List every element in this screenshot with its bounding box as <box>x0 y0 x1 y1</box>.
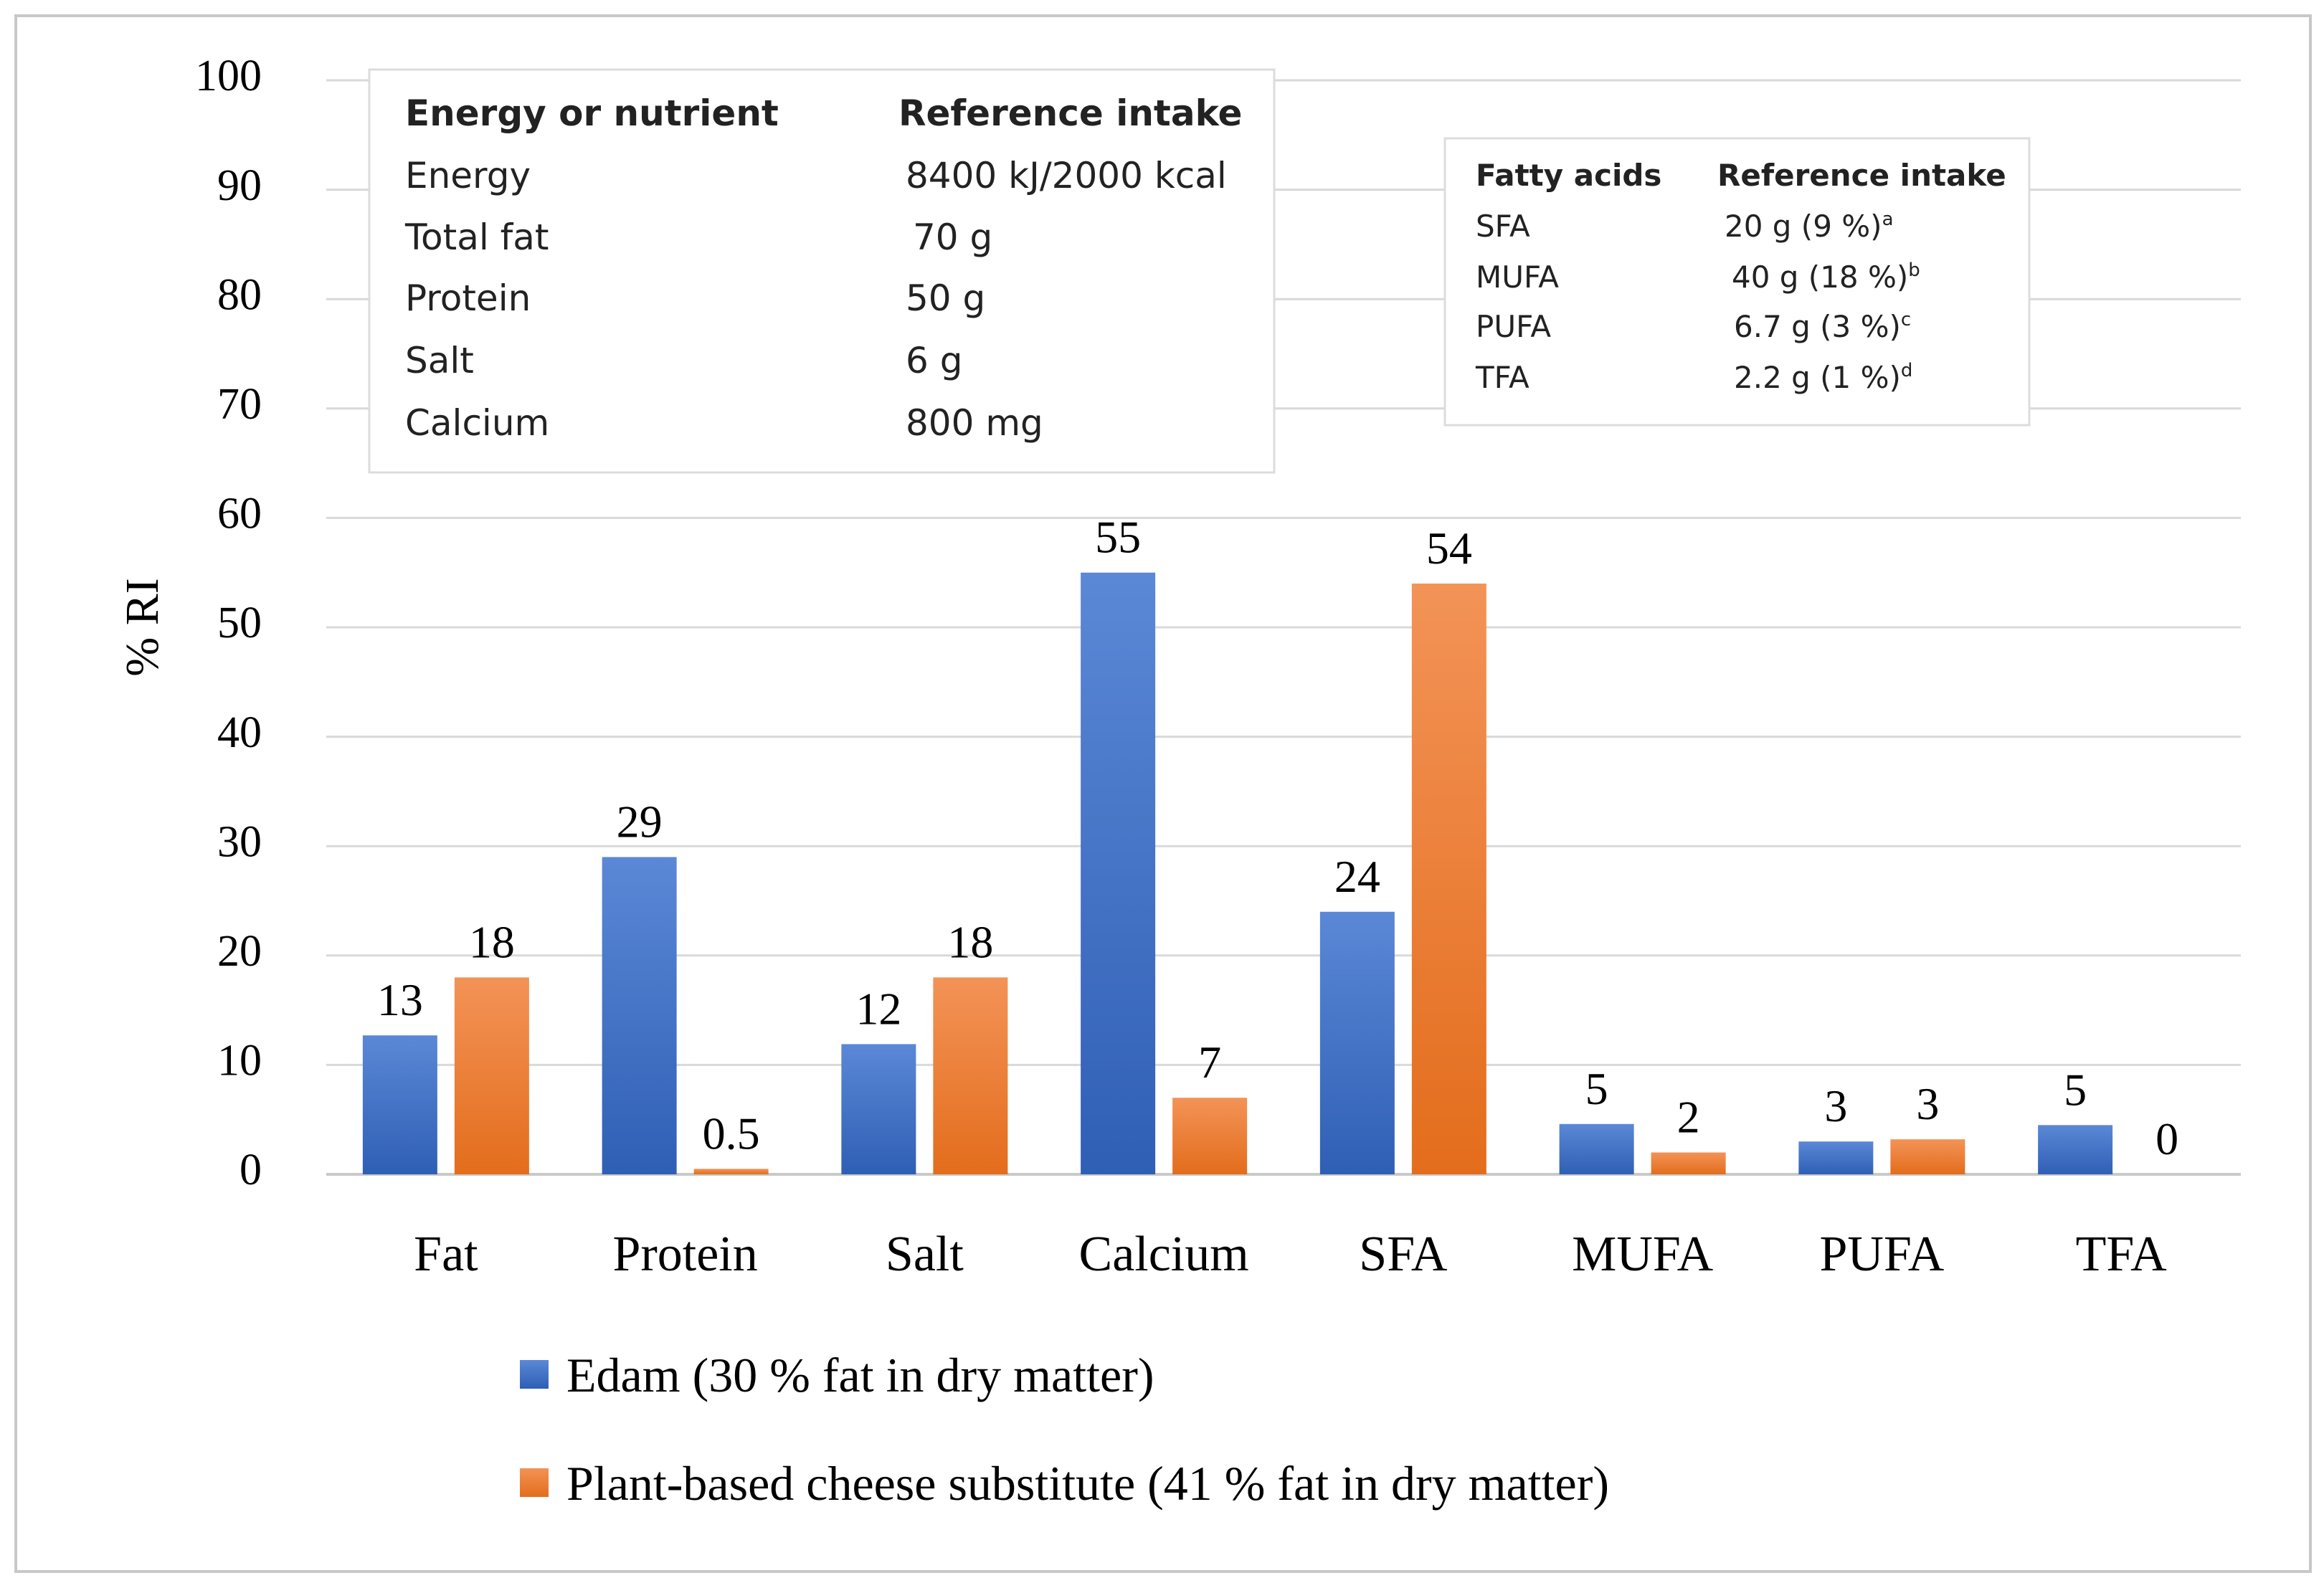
fatty-acid-row-sfa-value: 20 g (9 %)a <box>1725 209 1894 244</box>
bar-pufa-edam <box>1798 1141 1874 1174</box>
bar-sfa-plant-based <box>1411 583 1486 1174</box>
bar-salt-plant-based <box>933 977 1008 1174</box>
fatty-acid-row-mufa-name: MUFA <box>1476 260 1559 295</box>
nutrient-table-header-2: Reference intake <box>898 92 1242 134</box>
bar-pufa-plant-based <box>1890 1139 1965 1174</box>
fatty-acid-reference-table: Fatty acids Reference intake SFA 20 g (9… <box>1443 137 2031 427</box>
fatty-acid-row-pufa-value: 6.7 g (3 %)c <box>1734 309 1911 344</box>
nutrient-row-protein-value: 50 g <box>906 277 985 319</box>
nutrient-row-energy-value: 8400 kJ/2000 kcal <box>906 155 1227 196</box>
bar-fat-plant-based <box>454 977 529 1174</box>
legend-label-edam: Edam (30 % fat in dry matter) <box>566 1348 1154 1402</box>
data-labels: 13 18 29 0.5 12 18 55 7 24 54 5 2 3 3 5 0 <box>377 512 2178 1164</box>
category-label-fat: Fat <box>414 1227 478 1282</box>
nutrient-row-protein-name: Protein <box>405 277 531 319</box>
data-label-protein-plant-based: 0.5 <box>703 1108 760 1159</box>
category-label-protein: Protein <box>613 1227 758 1282</box>
fatty-acid-row-tfa-value: 2.2 g (1 %)d <box>1734 360 1912 395</box>
data-label-fat-plant-based: 18 <box>469 916 515 967</box>
fatty-acid-table-header-2: Reference intake <box>1717 158 2006 193</box>
category-labels: Fat Protein Salt Calcium SFA MUFA PUFA TFA <box>414 1227 2167 1282</box>
nutrient-row-calcium-value: 800 mg <box>906 402 1043 444</box>
data-label-mufa-plant-based: 2 <box>1677 1091 1700 1142</box>
bar-salt-edam <box>841 1044 916 1174</box>
bar-mufa-plant-based <box>1651 1152 1726 1174</box>
category-label-tfa: TFA <box>2076 1227 2167 1282</box>
legend-swatch-edam <box>520 1360 549 1389</box>
fatty-acid-row-tfa-name: TFA <box>1475 360 1529 395</box>
y-tick-30: 30 <box>217 817 262 866</box>
nutrient-row-fat-name: Total fat <box>404 217 549 258</box>
fatty-acid-table-box <box>1443 137 2031 427</box>
data-label-pufa-plant-based: 3 <box>1916 1078 1939 1129</box>
bar-calcium-plant-based <box>1172 1098 1248 1174</box>
nutrient-table-box <box>368 68 1276 474</box>
data-label-salt-edam: 12 <box>855 983 901 1034</box>
bar-protein-plant-based <box>693 1169 769 1174</box>
y-tick-60: 60 <box>217 490 262 538</box>
nutrient-row-salt-value: 6 g <box>906 340 962 381</box>
category-label-calcium: Calcium <box>1079 1227 1249 1282</box>
y-tick-80: 80 <box>217 270 262 319</box>
nutrient-reference-table: Energy or nutrient Reference intake Ener… <box>368 68 1276 474</box>
y-tick-50: 50 <box>217 599 262 647</box>
data-label-salt-plant-based: 18 <box>947 916 993 967</box>
bars <box>362 572 2113 1174</box>
data-label-fat-edam: 13 <box>377 974 423 1025</box>
nutrient-row-calcium-name: Calcium <box>405 402 549 444</box>
data-label-calcium-edam: 55 <box>1095 512 1141 563</box>
nutrient-row-salt-name: Salt <box>405 340 474 381</box>
data-label-sfa-plant-based: 54 <box>1426 523 1472 574</box>
nutrient-row-energy-name: Energy <box>405 155 531 196</box>
data-label-protein-edam: 29 <box>617 796 663 847</box>
y-tick-40: 40 <box>217 708 262 757</box>
y-tick-20: 20 <box>217 927 262 976</box>
y-tick-90: 90 <box>217 161 262 210</box>
data-label-tfa-edam: 5 <box>2064 1064 2087 1115</box>
legend-label-plant-based: Plant-based cheese substitute (41 % fat … <box>566 1456 1609 1511</box>
data-label-mufa-edam: 5 <box>1585 1063 1608 1114</box>
nutrient-row-fat-value: 70 g <box>913 217 992 258</box>
nutrient-table-header-1: Energy or nutrient <box>405 92 779 134</box>
legend: Edam (30 % fat in dry matter) Plant-base… <box>520 1348 1609 1511</box>
bar-tfa-edam <box>2038 1125 2113 1174</box>
legend-swatch-plant-based <box>520 1468 549 1497</box>
fatty-acid-row-pufa-name: PUFA <box>1476 309 1551 344</box>
bar-protein-edam <box>602 857 677 1174</box>
fatty-acid-row-sfa-name: SFA <box>1476 209 1530 244</box>
data-label-pufa-edam: 3 <box>1824 1080 1847 1131</box>
category-label-sfa: SFA <box>1359 1227 1448 1282</box>
category-label-mufa: MUFA <box>1572 1227 1714 1282</box>
bar-mufa-edam <box>1559 1123 1634 1174</box>
bar-calcium-edam <box>1081 572 1156 1174</box>
y-tick-70: 70 <box>217 380 262 429</box>
category-label-salt: Salt <box>886 1227 964 1282</box>
data-label-tfa-plant-based: 0 <box>2155 1113 2178 1164</box>
y-tick-labels: 0 10 20 30 40 50 60 70 80 90 100 <box>195 52 262 1194</box>
bar-fat-edam <box>362 1035 437 1174</box>
data-label-sfa-edam: 24 <box>1334 851 1380 902</box>
y-tick-10: 10 <box>217 1037 262 1085</box>
bar-sfa-edam <box>1319 911 1395 1174</box>
y-axis-title: % RI <box>116 578 169 676</box>
fatty-acid-row-mufa-value: 40 g (18 %)b <box>1732 260 1920 295</box>
category-label-pufa: PUFA <box>1819 1227 1944 1282</box>
data-label-calcium-plant-based: 7 <box>1198 1037 1221 1088</box>
y-tick-0: 0 <box>239 1146 262 1194</box>
y-tick-100: 100 <box>195 52 262 100</box>
fatty-acid-table-header-1: Fatty acids <box>1476 158 1661 193</box>
